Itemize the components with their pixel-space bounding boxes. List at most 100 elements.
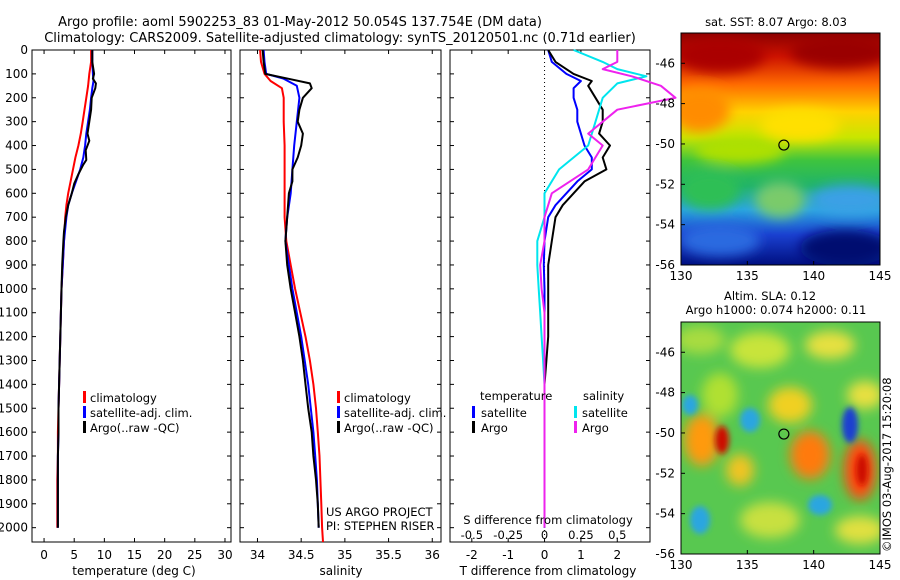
depth-tick-label: 900 (5, 258, 28, 272)
sla-map-title-line1: Altim. SLA: 0.12 (724, 289, 816, 303)
x-tick-label: 36 (425, 548, 440, 562)
depth-tick-label: 1000 (0, 282, 28, 296)
depth-tick-label: 700 (5, 210, 28, 224)
series-line-satellite-adj-clim (56, 50, 95, 528)
salinity-legend: climatology satellite-adj. clim. Argo(..… (337, 391, 446, 435)
depth-tick-label: 400 (5, 139, 28, 153)
map-x-tick-label: 135 (736, 558, 759, 572)
sla-field (681, 322, 880, 554)
legend-salinity-title: salinity (583, 389, 624, 403)
map-x-tick-label: 135 (736, 269, 759, 283)
s-diff-tick-label: -0.5 (461, 528, 483, 542)
legend-argo: Argo(..raw -QC) (90, 421, 180, 435)
x-tick-label: 1 (577, 548, 585, 562)
difference-plot-frame (449, 49, 651, 543)
depth-tick-label: 0 (20, 43, 28, 57)
depth-tick-label: 1200 (0, 330, 28, 344)
map-y-tick-label: -52 (655, 466, 675, 480)
depth-tick-label: 200 (5, 91, 28, 105)
series-line-argo-raw-qc (56, 50, 97, 528)
salinity-plot-frame (239, 49, 442, 543)
salinity-profiles (259, 49, 324, 543)
series-line-salinity-argo (539, 50, 677, 528)
sst-map: sat. SST: 8.07 Argo: 8.03 130 135 140 145 -… (655, 15, 891, 283)
x-tick-label: 0 (541, 548, 549, 562)
figure-title-line2: Climatology: CARS2009. Satellite-adjuste… (44, 31, 636, 46)
x-tick-label: 10 (97, 548, 112, 562)
sst-map-title: sat. SST: 8.07 Argo: 8.03 (705, 15, 847, 29)
depth-axis-labels: 0 100 200 300 400 500 600 700 800 900 1000 1100 1200… (0, 43, 650, 535)
legend-swatch-satellite (83, 406, 86, 418)
map-x-tick-label: 140 (802, 558, 825, 572)
sla-y-ticks: -46 -48 -50 -52 -54 -56 (655, 345, 685, 561)
legend-swatch-s-argo (574, 421, 577, 433)
map-y-tick-label: -54 (655, 507, 675, 521)
map-y-tick-label: -46 (655, 345, 675, 359)
depth-tick-label: 800 (5, 234, 28, 248)
x-tick-label: -1 (502, 548, 514, 562)
x-tick-label: 20 (157, 548, 172, 562)
temperature-profiles (56, 50, 97, 528)
map-y-tick-label: -50 (655, 426, 675, 440)
sst-field (681, 33, 880, 265)
difference-legend: temperature salinity satellite Argo sate… (472, 389, 628, 435)
s-diff-tick-label: -0.25 (493, 528, 523, 542)
x-tick-label: 34.5 (288, 548, 315, 562)
legend-swatch-argo (337, 421, 340, 433)
sst-map-frame (680, 32, 881, 266)
map-y-tick-label: -50 (655, 137, 675, 151)
depth-tick-label: 1100 (0, 306, 28, 320)
map-x-tick-label: 145 (869, 269, 892, 283)
series-line-argo-raw-qc (261, 49, 320, 528)
map-y-tick-label: -56 (655, 258, 675, 272)
depth-tick-label: 2000 (0, 521, 28, 535)
legend-s-satellite: satellite (582, 406, 628, 420)
temperature-legend: climatology satellite-adj. clim. Argo(..… (83, 391, 192, 435)
temperature-x-axis-label: temperature (deg C) (72, 564, 195, 578)
temperature-panel: 0100200300400500600700800900100011001200… (0, 43, 650, 578)
legend-climatology: climatology (90, 391, 157, 405)
sst-x-ticks: 130 135 140 145 (670, 261, 892, 283)
map-x-tick-label: 145 (869, 558, 892, 572)
salinity-panel: 34 34.5 35 35.5 36 salinity climatology sate… (239, 49, 446, 578)
map-y-tick-label: -52 (655, 177, 675, 191)
map-y-tick-label: -46 (655, 56, 675, 70)
s-difference-label: S difference from climatology (463, 513, 633, 527)
legend-temperature-title: temperature (480, 389, 552, 403)
x-tick-label: 35.5 (375, 548, 402, 562)
sla-map-frame (680, 321, 881, 555)
imos-credit: ©IMOS 03-Aug-2017 15:20:08 (880, 377, 894, 552)
s-diff-tick-label: 0.25 (568, 528, 594, 542)
s-diff-tick-label: 0 (541, 528, 548, 542)
depth-tick-label: 500 (5, 162, 28, 176)
legend-satellite-adj: satellite-adj. clim. (344, 406, 446, 420)
x-tick-label: 25 (187, 548, 202, 562)
depth-tick-label: 300 (5, 115, 28, 129)
map-x-tick-label: 140 (802, 269, 825, 283)
series-line-temperature-satellite (542, 49, 593, 528)
legend-satellite-adj: satellite-adj. clim. (90, 406, 192, 420)
x-tick-label: 30 (217, 548, 232, 562)
x-tick-label: 5 (70, 548, 78, 562)
x-tick-label: 0 (40, 548, 48, 562)
legend-swatch-s-satellite (574, 406, 577, 418)
pi-annotation: PI: STEPHEN RISER (326, 519, 435, 533)
legend-swatch-argo (83, 421, 86, 433)
depth-tick-label: 1800 (0, 473, 28, 487)
legend-swatch-t-argo (472, 421, 475, 433)
series-line-salinity-satellite (536, 49, 648, 528)
legend-swatch-satellite (337, 406, 340, 418)
salinity-x-axis-label: salinity (319, 564, 362, 578)
t-difference-label: T difference from climatology (459, 564, 637, 578)
depth-tick-label: 1300 (0, 353, 28, 367)
sst-y-ticks: -46 -48 -50 -52 -54 -56 (655, 56, 685, 272)
sla-map: Altim. SLA: 0.12 Argo h1000: 0.074 h2000… (655, 289, 891, 572)
temperature-plot-frame (31, 49, 232, 543)
x-tick-label: 34 (250, 548, 265, 562)
depth-tick-label: 1600 (0, 425, 28, 439)
legend-swatch-climatology (83, 391, 86, 403)
difference-profiles (536, 49, 677, 528)
s-diff-tick-label: 0.5 (608, 528, 626, 542)
legend-swatch-t-satellite (472, 406, 475, 418)
legend-swatch-climatology (337, 391, 340, 403)
